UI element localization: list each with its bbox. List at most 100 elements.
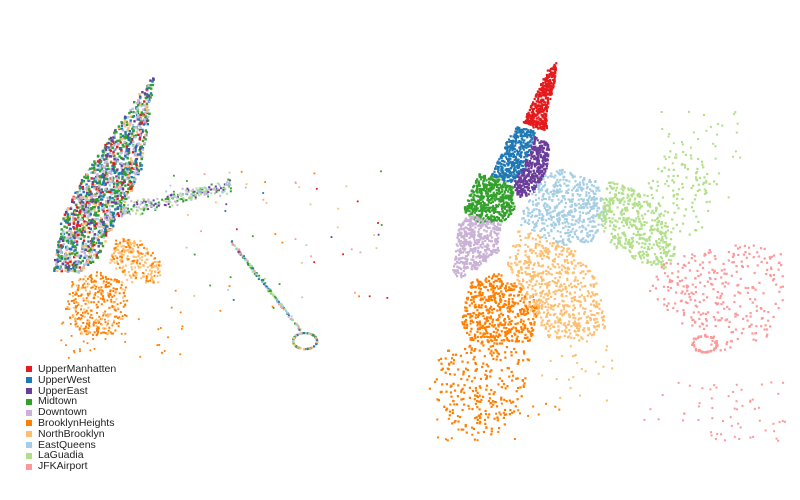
scatter-point <box>113 192 116 195</box>
scatter-point <box>99 216 103 220</box>
scatter-point <box>118 183 121 186</box>
scatter-point <box>467 242 470 245</box>
scatter-point <box>497 187 500 190</box>
scatter-point <box>294 182 297 185</box>
scatter-point <box>251 270 254 273</box>
scatter-point <box>538 144 542 148</box>
scatter-point <box>72 266 75 270</box>
scatter-point <box>123 170 127 173</box>
scatter-point <box>129 170 133 174</box>
scatter-point <box>521 145 524 148</box>
scatter-point <box>140 277 143 280</box>
scatter-point <box>529 129 532 132</box>
scatter-point <box>511 160 515 164</box>
scatter-point <box>125 197 128 201</box>
scatter-point <box>536 160 539 163</box>
scatter-point <box>80 200 83 203</box>
scatter-point <box>104 240 107 243</box>
scatter-point <box>247 263 249 266</box>
scatter-point <box>472 255 475 258</box>
scatter-point <box>539 92 542 95</box>
scatter-point <box>486 235 489 238</box>
scatter-point <box>495 232 498 235</box>
scatter-point <box>252 267 255 270</box>
scatter-point <box>147 109 150 112</box>
scatter-point <box>488 199 491 202</box>
scatter-point <box>537 306 540 309</box>
scatter-point <box>485 179 488 182</box>
scatter-point <box>141 155 144 158</box>
scatter-point <box>104 203 107 207</box>
scatter-point <box>125 209 128 212</box>
scatter-point <box>104 327 107 330</box>
scatter-point <box>273 295 276 298</box>
scatter-point <box>454 257 457 260</box>
scatter-point <box>309 203 312 206</box>
scatter-point <box>534 172 537 175</box>
scatter-point <box>130 260 133 263</box>
scatter-point <box>98 162 101 165</box>
scatter-point <box>111 192 114 195</box>
scatter-point <box>60 257 63 260</box>
scatter-point <box>460 245 463 248</box>
scatter-point <box>459 274 462 277</box>
scatter-point <box>459 248 462 251</box>
scatter-point <box>128 238 131 241</box>
scatter-point <box>67 265 71 268</box>
scatter-point <box>127 132 131 136</box>
scatter-point <box>100 176 103 179</box>
scatter-point <box>158 270 161 273</box>
scatter-point <box>78 224 82 227</box>
scatter-point <box>541 91 544 94</box>
scatter-point <box>539 151 542 154</box>
scatter-point <box>278 283 281 285</box>
scatter-point <box>479 299 482 302</box>
scatter-point <box>265 285 268 288</box>
scatter-point <box>148 86 151 90</box>
scatter-point <box>136 262 139 265</box>
scatter-point <box>500 156 503 160</box>
scatter-point <box>488 220 491 223</box>
scatter-point <box>535 174 538 177</box>
scatter-point <box>126 278 129 281</box>
scatter-point <box>92 220 95 223</box>
scatter-point <box>59 248 63 252</box>
scatter-point <box>105 168 108 171</box>
scatter-point <box>139 126 142 130</box>
scatter-point <box>125 264 127 267</box>
scatter-point <box>135 212 138 215</box>
scatter-point <box>77 254 80 257</box>
scatter-point <box>119 204 122 207</box>
scatter-point <box>467 199 471 203</box>
scatter-point <box>543 168 546 171</box>
scatter-point <box>479 198 482 201</box>
scatter-point <box>166 196 169 198</box>
scatter-point <box>484 250 487 253</box>
scatter-point <box>89 210 92 213</box>
scatter-point <box>89 254 92 257</box>
scatter-point <box>546 155 549 158</box>
scatter-point <box>90 281 93 283</box>
scatter-point <box>507 206 510 209</box>
scatter-point <box>120 201 123 205</box>
scatter-point <box>91 167 94 170</box>
scatter-point <box>85 280 87 283</box>
scatter-point <box>123 295 126 297</box>
scatter-point <box>545 107 548 110</box>
scatter-point <box>91 183 94 186</box>
scatter-point <box>293 343 296 346</box>
scatter-point <box>463 245 466 248</box>
scatter-point <box>497 223 500 226</box>
scatter-point <box>121 143 125 147</box>
scatter-point <box>530 154 533 157</box>
scatter-point <box>544 91 547 94</box>
scatter-point <box>80 332 83 335</box>
scatter-point <box>529 122 532 125</box>
scatter-point <box>106 225 109 228</box>
scatter-point <box>233 244 236 247</box>
scatter-point <box>86 231 89 234</box>
scatter-point <box>94 202 97 206</box>
scatter-point <box>66 306 69 308</box>
scatter-point <box>507 303 511 306</box>
scatter-point <box>84 176 88 179</box>
